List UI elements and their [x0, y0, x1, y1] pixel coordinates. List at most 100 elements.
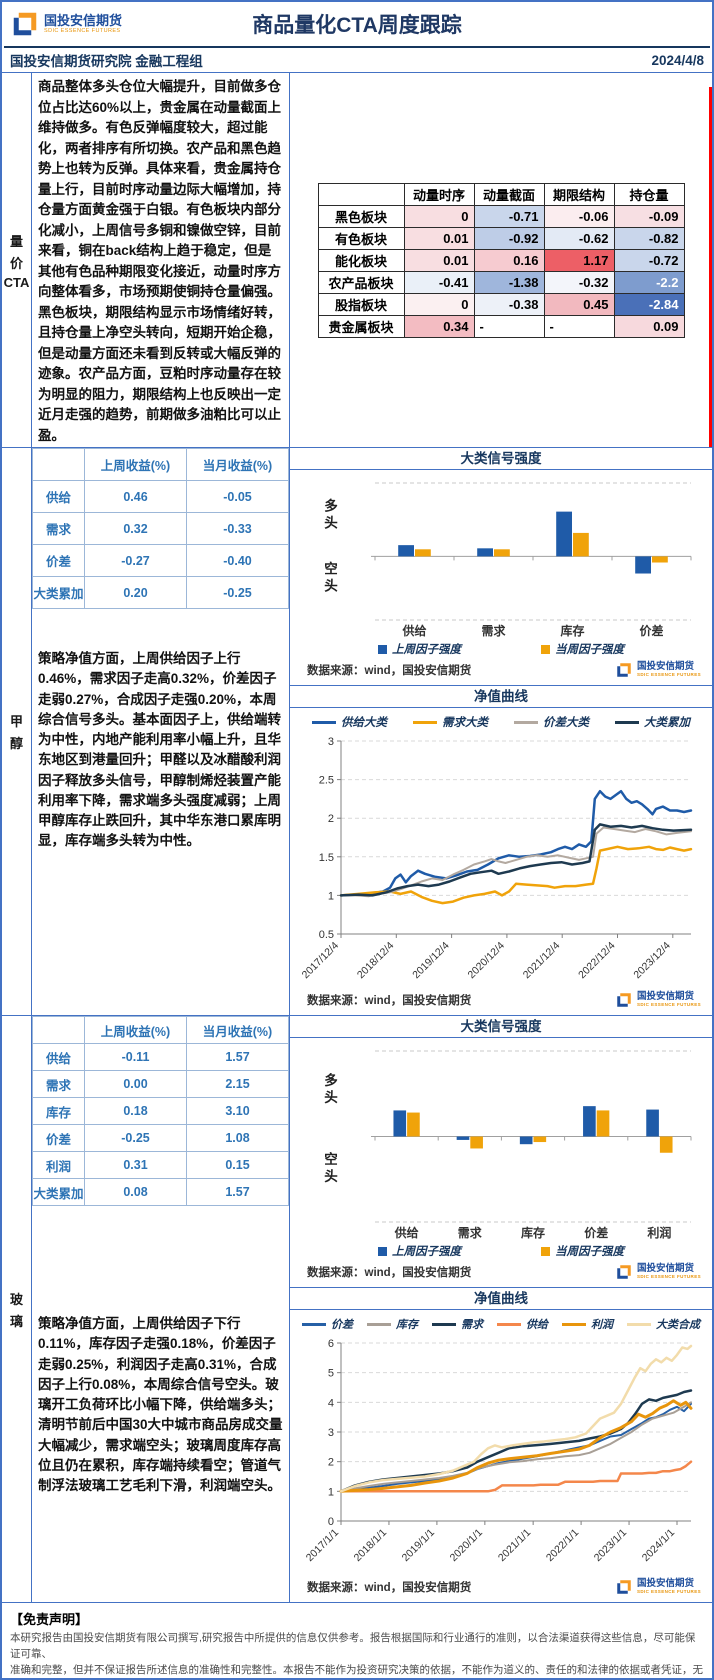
legend-label: 需求大类: [442, 717, 488, 729]
heatmap-cell: 0.16: [473, 248, 545, 272]
heatmap-cell: -0.09: [613, 204, 685, 228]
boli-return-table: 上周收益(%) 当月收益(%) 供给 -0.11 1.57 需求 0.00 2.15 库存 0.1…: [32, 1016, 289, 1206]
factor-value: 0.20: [84, 576, 187, 609]
svg-text:1: 1: [328, 890, 334, 902]
factor-name: 利润: [32, 1151, 85, 1179]
heatmap-cell: 0.09: [613, 314, 685, 338]
legend-item: 供给大类: [312, 714, 387, 730]
svg-text:2: 2: [328, 813, 334, 825]
legend-item: 需求大类: [413, 714, 488, 730]
factor-name: 库存: [32, 1097, 85, 1125]
svg-text:2022/12/4: 2022/12/4: [576, 940, 618, 982]
section-label-char: 醇: [9, 736, 23, 751]
liangjia-commentary: 商品整体多头仓位大幅提升，目前做多仓位占比达60%以上，贵金属在动量截面上维持做…: [32, 73, 290, 447]
boli-strength-bar-chart: 供给 需求 库存 价差 利润多头空头: [295, 1041, 707, 1242]
svg-text:2: 2: [328, 1457, 334, 1469]
section-label-char: 璃: [9, 1313, 23, 1329]
disclaimer: 【免责声明】 本研究报告由国投安信期货有限公司撰写,研究报告中所提供的信息仅供参…: [2, 1602, 712, 1678]
legend-marker: [378, 644, 387, 654]
company-logo: 国投安信期货 SDIC ESSENCE FUTURES: [615, 1578, 701, 1596]
jiachun-commentary: 策略净值方面，上周供给因子上行0.46%，需求因子走高0.32%，价差因子走弱0…: [38, 651, 281, 849]
company-logo: 国投安信期货 SDIC ESSENCE FUTURES: [615, 661, 701, 679]
subheader: 国投安信期货研究院 金融工程组 2024/4/8: [2, 48, 712, 72]
logo-icon: [617, 993, 631, 1007]
table-row: 农产品板块 -0.41 -1.38 -0.32 -2.2: [317, 270, 685, 294]
heatmap-cell: 1.17: [543, 248, 615, 272]
legend-marker: [413, 720, 437, 724]
svg-text:2017/1/1: 2017/1/1: [304, 1527, 341, 1564]
svg-text:6: 6: [328, 1338, 334, 1350]
bar-chart-legend: 上周因子强度 当周因子强度: [295, 1242, 707, 1260]
svg-text:5: 5: [328, 1368, 334, 1380]
chart-title: 大类信号强度: [290, 1016, 712, 1038]
svg-text:价差: 价差: [584, 1225, 608, 1240]
table-row: 库存 0.18 3.10: [32, 1097, 289, 1125]
svg-text:需求: 需求: [458, 1225, 483, 1240]
factor-col-header: 上周收益(%): [84, 1016, 187, 1044]
logo-icon: [617, 1265, 631, 1279]
heatmap-row-name: 黑色板块: [317, 204, 405, 228]
svg-text:0.5: 0.5: [319, 929, 334, 941]
heatmap-cell: -2.2: [613, 270, 685, 294]
heatmap-cell: 0.01: [403, 226, 475, 250]
heatmap-cell: -0.92: [473, 226, 545, 250]
table-row: 需求 0.32 -0.33: [32, 512, 289, 545]
section-label-char: 玻: [9, 1291, 23, 1307]
chart-title: 净值曲线: [290, 1288, 712, 1310]
svg-text:多: 多: [324, 1072, 338, 1088]
heatmap-cell: -0.41: [403, 270, 475, 294]
jiachun-strength-panel: 大类信号强度 供给 需求 库存 价差多头空头 上周因子强度 当周因子强度 数据来源：wi…: [290, 448, 712, 686]
heatmap-col-header: 动量时序: [403, 182, 475, 206]
section-label-char: CTA: [3, 274, 30, 290]
factor-name: 大类累加: [32, 576, 85, 609]
table-row: 能化板块 0.01 0.16 1.17 -0.72: [317, 248, 685, 272]
factor-name: 需求: [32, 512, 85, 545]
heatmap-cell: -0.06: [543, 204, 615, 228]
heatmap-cell: 0.45: [543, 292, 615, 316]
svg-text:1.5: 1.5: [319, 852, 334, 864]
legend-marker: [312, 720, 336, 724]
chart-title: 净值曲线: [290, 686, 712, 708]
svg-text:供给: 供给: [401, 623, 426, 638]
factor-col-header: 当月收益(%): [186, 1016, 289, 1044]
svg-text:0: 0: [328, 1516, 334, 1528]
logo-icon: [617, 1580, 631, 1594]
bar-chart-legend: 上周因子强度 当周因子强度: [295, 640, 707, 658]
legend-marker: [367, 1322, 391, 1326]
factor-name: 供给: [32, 1043, 85, 1071]
legend-label: 利润: [591, 1319, 613, 1331]
factor-value: -0.40: [186, 544, 289, 577]
heatmap-col-header: [317, 182, 405, 206]
factor-value: 0.00: [84, 1070, 187, 1098]
heatmap-col-header: 持仓量: [613, 182, 685, 206]
svg-text:2018/12/4: 2018/12/4: [355, 940, 397, 982]
legend-item: 利润: [562, 1316, 613, 1332]
factor-value: 0.31: [84, 1151, 187, 1179]
svg-text:库存: 库存: [560, 623, 584, 638]
logo-text: 国投安信期货 SDIC ESSENCE FUTURES: [636, 1578, 701, 1594]
legend-label: 价差: [331, 1319, 353, 1331]
section-label-liangjia: 量价 CTA: [2, 73, 32, 447]
heatmap-cell: 0.01: [403, 248, 475, 272]
svg-text:价差: 价差: [639, 623, 663, 638]
legend-marker: [514, 720, 538, 724]
legend-label: 当周因子强度: [555, 1246, 624, 1258]
factor-name: 大类累加: [32, 1178, 85, 1206]
heatmap-cell: -0.71: [473, 204, 545, 228]
legend-label: 供给: [526, 1319, 548, 1331]
svg-text:头: 头: [324, 1089, 338, 1105]
factor-col-header: [32, 448, 85, 481]
heatmap-cell: -0.62: [543, 226, 615, 250]
table-row: 价差 -0.25 1.08: [32, 1124, 289, 1152]
svg-text:2021/1/1: 2021/1/1: [496, 1527, 533, 1564]
logo-icon: [13, 12, 37, 36]
legend-label: 库存: [396, 1319, 418, 1331]
heatmap-row-name: 能化板块: [317, 248, 405, 272]
factor-value: 0.46: [84, 480, 187, 513]
factor-col-header: 上周收益(%): [84, 448, 187, 481]
legend-item: 上周因子强度: [378, 641, 461, 657]
heatmap-cell: 0: [403, 204, 475, 228]
table-row: 黑色板块 0 -0.71 -0.06 -0.09: [317, 204, 685, 228]
table-row: 需求 0.00 2.15: [32, 1070, 289, 1098]
section-label-char: 甲: [9, 714, 23, 729]
